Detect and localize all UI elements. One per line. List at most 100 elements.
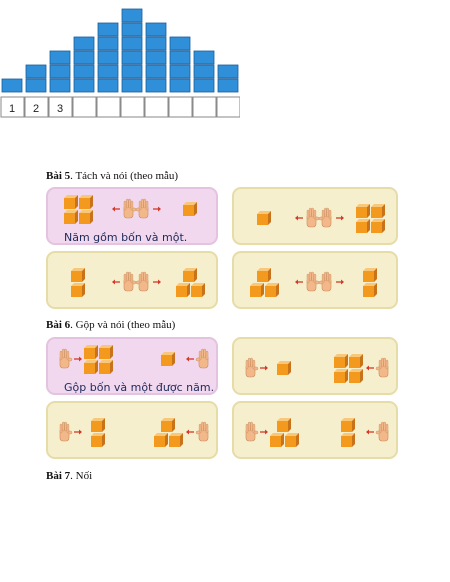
number-box: [192, 96, 217, 118]
orange-cube: [154, 433, 168, 447]
tower-block: [169, 36, 191, 51]
tower-block: [49, 50, 71, 65]
hand-icon: [135, 198, 149, 219]
exercise-7-instruction: . Nối: [70, 470, 93, 482]
orange-cube: [161, 352, 175, 366]
tower-block: [25, 64, 47, 79]
combine-illustration: [59, 345, 209, 374]
number-box: [96, 96, 121, 118]
hand-icon: [123, 271, 137, 292]
tower-block: [145, 22, 167, 37]
separate-illustration: [250, 268, 377, 297]
orange-cube: [257, 211, 271, 225]
arrow-right-icon: [74, 429, 82, 435]
exercise-6-instruction: . Gộp và nói (theo mẫu): [70, 319, 176, 331]
exercise-6-example-card: Gộp bốn và một được năm.: [46, 337, 218, 395]
orange-cube: [349, 354, 363, 368]
tower-block: [169, 50, 191, 65]
exercise-5-example-card: Năm gồm bốn và một.: [46, 187, 218, 245]
orange-cube: [285, 433, 299, 447]
orange-cube: [91, 418, 105, 432]
exercise-6-example-caption: Gộp bốn và một được năm.: [64, 381, 215, 394]
orange-cube: [84, 345, 98, 359]
orange-cube: [71, 283, 85, 297]
exercise-5-card-4: [232, 251, 398, 309]
tower-block: [217, 64, 239, 79]
arrow-left-icon: [186, 356, 194, 362]
number-box-label: 1: [9, 103, 15, 115]
orange-cube: [277, 418, 291, 432]
orange-cube: [71, 268, 85, 282]
number-box: [24, 96, 49, 118]
orange-cube: [334, 354, 348, 368]
hand-icon: [59, 421, 73, 442]
orange-cube: [176, 283, 190, 297]
arrow-right-icon: [153, 279, 161, 285]
orange-cube: [265, 283, 279, 297]
orange-cube: [341, 433, 355, 447]
orange-cube: [356, 219, 370, 233]
tower-block: [121, 36, 143, 51]
arrow-left-icon: [366, 429, 374, 435]
separate-illustration: [257, 204, 385, 233]
tower-block: [145, 78, 167, 93]
tower-block: [193, 50, 215, 65]
block-tower-figure: 1 2 3: [0, 8, 265, 118]
arrow-left-icon: [295, 215, 303, 221]
arrow-right-icon: [336, 215, 344, 221]
orange-cube: [183, 202, 197, 216]
orange-cube: [270, 433, 284, 447]
orange-cube: [161, 418, 175, 432]
number-box: [144, 96, 169, 118]
separate-illustration: [64, 195, 197, 224]
tower-block: [121, 22, 143, 37]
hand-icon: [59, 348, 73, 369]
orange-cube: [250, 283, 264, 297]
arrow-right-icon: [260, 429, 268, 435]
arrow-left-icon: [112, 279, 120, 285]
orange-cube: [84, 360, 98, 374]
exercise-6-card-2: [232, 337, 398, 395]
orange-cube: [99, 345, 113, 359]
exercise-5-example-caption: Năm gồm bốn và một.: [64, 231, 188, 244]
combine-illustration: [245, 354, 389, 383]
combine-illustration: [59, 418, 209, 447]
orange-cube: [371, 219, 385, 233]
exercise-7-number: Bài 7: [46, 470, 71, 482]
orange-cube: [183, 268, 197, 282]
tower-block: [121, 50, 143, 65]
tower-block: [97, 50, 119, 65]
number-box-label: 2: [33, 103, 39, 115]
arrow-right-icon: [336, 279, 344, 285]
orange-cube: [341, 418, 355, 432]
exercise-5-instruction: . Tách và nói (theo mẫu): [70, 170, 179, 182]
hand-icon: [318, 271, 332, 292]
tower-block: [169, 78, 191, 93]
orange-cube: [64, 195, 78, 209]
exercise-5-card-2: [232, 187, 398, 245]
tower-block: [49, 64, 71, 79]
separate-illustration: [71, 268, 205, 297]
hand-icon: [195, 348, 209, 369]
tower-block: [25, 78, 47, 93]
number-box: [120, 96, 145, 118]
orange-cube: [277, 361, 291, 375]
number-box: [48, 96, 73, 118]
tower-block: [169, 64, 191, 79]
arrow-right-icon: [74, 356, 82, 362]
tower-block: [193, 78, 215, 93]
tower-block: [73, 50, 95, 65]
orange-cube: [169, 433, 183, 447]
arrow-right-icon: [260, 365, 268, 371]
tower-block: [73, 36, 95, 51]
hand-icon: [245, 421, 259, 442]
hand-icon: [375, 357, 389, 378]
number-box: [72, 96, 97, 118]
exercise-6-number: Bài 6: [46, 319, 71, 331]
tower-block: [97, 36, 119, 51]
number-box-label: 3: [57, 103, 63, 115]
tower-block: [97, 78, 119, 93]
orange-cube: [79, 210, 93, 224]
exercise-6-heading: Bài 6. Gộp và nói (theo mẫu): [46, 319, 175, 331]
orange-cube: [191, 283, 205, 297]
